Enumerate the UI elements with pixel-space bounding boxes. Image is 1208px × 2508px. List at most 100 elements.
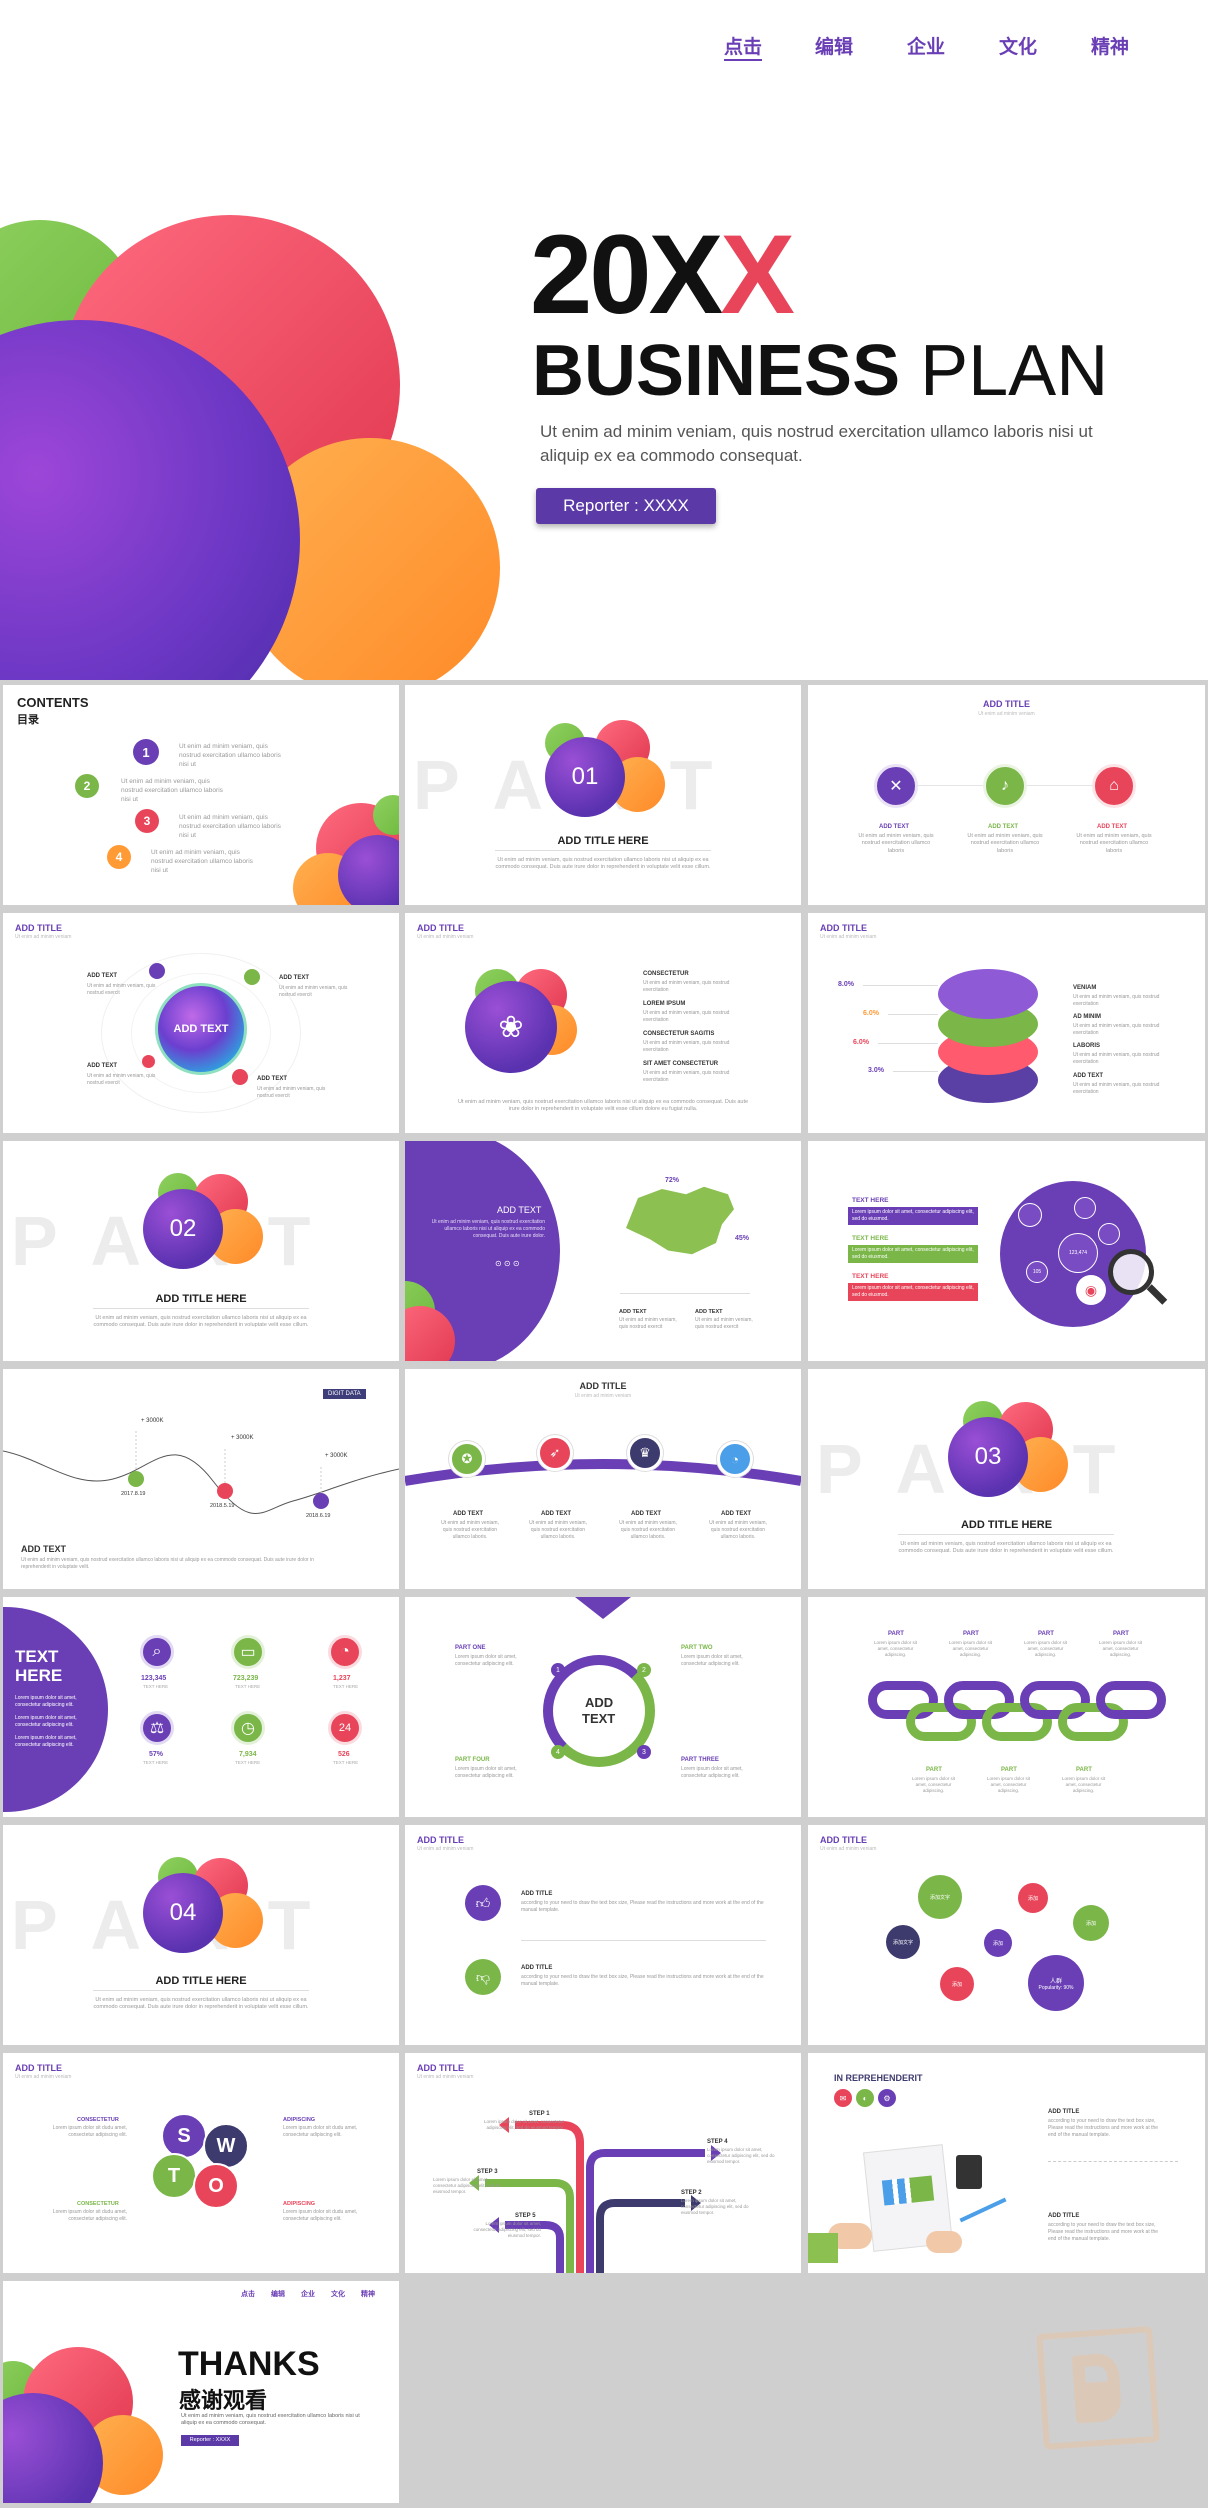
network-slide: TEXT HERE Lorem ipsum dolor sit amet, co… (808, 1141, 1205, 1361)
pct-4: 3.0% (868, 1067, 884, 1074)
list-text-1: Ut enim ad minim veniam, quis nostrud ex… (643, 980, 730, 993)
clock-24-icon: 24 (328, 1711, 362, 1745)
orbit-dot (142, 1055, 155, 1068)
wave-date-1: 2017.8.19 (121, 1491, 146, 1497)
step-text-1: Lorem ipsum dolor sit amet, consectetur … (483, 2119, 564, 2131)
trophy-icon: ♛ (627, 1435, 663, 1471)
pct-line (888, 1014, 938, 1015)
icon-label-2: ADD TEXT (988, 824, 1018, 830)
chain-text-4: Lorem ipsum dolor sit amet, consectetur … (1098, 1640, 1143, 1658)
stack-text-1: Ut enim ad minim veniam, quis nostrud ex… (1073, 994, 1160, 1007)
chain-text-1: Lorem ipsum dolor sit amet, consectetur … (873, 1640, 918, 1658)
search-icon: ⌕ (140, 1635, 174, 1669)
slide-title: ADD TITLE (417, 1835, 464, 1845)
thanks-nav-1[interactable]: 点击 (241, 2290, 255, 2298)
reporter-button[interactable]: Reporter : XXXX (536, 488, 716, 524)
orbit-text-3: Ut enim ad minim veniam, quis nostrud ex… (87, 1073, 156, 1086)
thanks-nav-4[interactable]: 文化 (331, 2290, 345, 2298)
nav-link-2[interactable]: 编辑 (815, 36, 854, 58)
list-text-2: Ut enim ad minim veniam, quis nostrud ex… (643, 1010, 730, 1023)
contents-num-3: 3 (135, 809, 159, 833)
slide-title: ADD TITLE (417, 2063, 464, 2073)
chain-text-3: Lorem ipsum dolor sit amet, consectetur … (1023, 1640, 1068, 1658)
sleeve-left (808, 2233, 838, 2263)
part-04-slide: PART 04 04 ADD TITLE HERE Ut enim ad min… (3, 1825, 399, 2045)
top-triangle (575, 1597, 631, 1619)
award-slide: ADD TITLE Ut enim ad minim veniam ❀ CONS… (405, 913, 801, 1133)
chain-text-2: Lorem ipsum dolor sit amet, consectetur … (948, 1640, 993, 1658)
part-three-text: Lorem ipsum dolor sit amet, consectetur … (681, 1766, 743, 1779)
swot-label-2: ADIPISCING (283, 2117, 316, 2123)
rocket-icon: ➶ (537, 1435, 573, 1471)
step-label-3: STEP 3 (477, 2169, 498, 2175)
thanks-nav-5[interactable]: 精神 (361, 2290, 375, 2298)
wave-title: ADD TEXT (21, 1544, 66, 1554)
bubble-label: 添加文字 (929, 1894, 950, 1901)
thanks-title: THANKS (178, 2345, 320, 2383)
panel-title-2: HERE (15, 1666, 63, 1685)
cover-slide: 点击 编辑 企业 文化 精神 20XX BUSINESS PLAN Ut eni… (0, 0, 1208, 680)
divider (521, 1940, 766, 1941)
swot-slide: ADD TITLE Ut enim ad minim veniam S W T … (3, 2053, 399, 2273)
arc-text-4: Ut enim ad minim veniam, quis nostrud ex… (709, 1520, 767, 1540)
network-node (1018, 1203, 1042, 1227)
hand-right (926, 2231, 962, 2253)
part-two-label: PART TWO (681, 1645, 713, 1651)
part-one-text: Lorem ipsum dolor sit amet, consectetur … (455, 1654, 517, 1667)
ring-slide: ADD TEXT 1 2 3 4 PART ONE PART TWO PART … (405, 1597, 801, 1817)
nav-link-1[interactable]: 点击 (724, 32, 763, 61)
part-title: ADD TITLE HERE (557, 835, 649, 847)
cover-title: BUSINESS PLAN (532, 330, 1108, 412)
pct-line (893, 1071, 938, 1072)
contents-text-1: Ut enim ad minim veniam, quis nostrud ex… (179, 743, 281, 768)
map-pct-1: 72% (665, 1177, 680, 1184)
nav-link-4[interactable]: 文化 (999, 36, 1038, 58)
digit-data-badge: DIGIT DATA (323, 1389, 366, 1399)
part-description: Ut enim ad minim veniam, quis nostrud ex… (495, 857, 711, 871)
slide-subtitle: Ut enim ad minim veniam (15, 2074, 72, 2080)
stat-label-6: TEXT HERE (333, 1760, 359, 1765)
icon-label-3: ADD TEXT (1097, 824, 1127, 830)
part-03-slide: PART 03 03 ADD TITLE HERE Ut enim ad min… (808, 1369, 1205, 1589)
icon-text-1: Ut enim ad minim veniam, quis nostrud ex… (858, 833, 934, 854)
arc-label-3: ADD TEXT (631, 1511, 661, 1517)
step-text-3: Lorem ipsum dolor sit amet, consectetur … (433, 2177, 501, 2195)
orbit-label-3: ADD TEXT (87, 1063, 117, 1069)
chain-text-6: Lorem ipsum dolor sit amet, consectetur … (986, 1776, 1031, 1794)
part-four-text: Lorem ipsum dolor sit amet, consectetur … (455, 1766, 517, 1779)
swot-s: S (161, 2113, 207, 2159)
thumbs-slide: ADD TITLE Ut enim ad minim veniam 👍︎ 👎︎ … (405, 1825, 801, 2045)
mail-icon: ✉ (834, 2089, 852, 2107)
pct-2: 6.0% (863, 1010, 879, 1017)
wave-value-3: + 3000K (325, 1453, 348, 1459)
contents-slide: CONTENTS 目录 1 2 3 4 Ut enim ad minim ven… (3, 685, 399, 905)
thanks-nav-2[interactable]: 编辑 (271, 2290, 285, 2298)
chain-part-7: PART (1076, 1767, 1092, 1773)
part-description: Ut enim ad minim veniam, quis nostrud ex… (93, 1997, 309, 2011)
arc-icons-slide: ADD TITLE Ut enim ad minim veniam ✪ ➶ ♛ … (405, 1369, 801, 1589)
nav-link-3[interactable]: 企业 (907, 36, 946, 58)
thanks-nav-3[interactable]: 企业 (301, 2290, 315, 2298)
stat-4: 57% (149, 1751, 164, 1758)
part-three-label: PART THREE (681, 1757, 719, 1763)
year-red: X (720, 212, 795, 337)
tools-icon: ✕ (874, 764, 918, 808)
chain-link-7 (1096, 1681, 1166, 1719)
arrows-slide: ADD TITLE Ut enim ad minim veniam STEP 1… (405, 2053, 801, 2273)
nav-link-5[interactable]: 精神 (1091, 36, 1130, 58)
orbit-label-2: ADD TEXT (279, 975, 309, 981)
part-one-label: PART ONE (455, 1645, 486, 1651)
wave-point-green (128, 1471, 144, 1487)
ring-num-1: 1 (551, 1663, 565, 1677)
thanks-reporter-button[interactable]: Reporter : XXXX (181, 2435, 239, 2446)
arrows-graphic (469, 2117, 721, 2273)
purple-circle-shape: 01 (545, 737, 625, 817)
settings-icon: ⚙ (878, 2089, 896, 2107)
slide-title: ADD TITLE (15, 2063, 62, 2073)
stat-label-5: TEXT HERE (235, 1760, 261, 1765)
center-label: ADD TEXT (173, 1023, 229, 1035)
step-label-2: STEP 2 (681, 2190, 702, 2196)
bubble-7: 人群 Popularity: 90% (1028, 1955, 1084, 2011)
title-light: PLAN (920, 331, 1109, 411)
divider (1048, 2161, 1178, 2162)
